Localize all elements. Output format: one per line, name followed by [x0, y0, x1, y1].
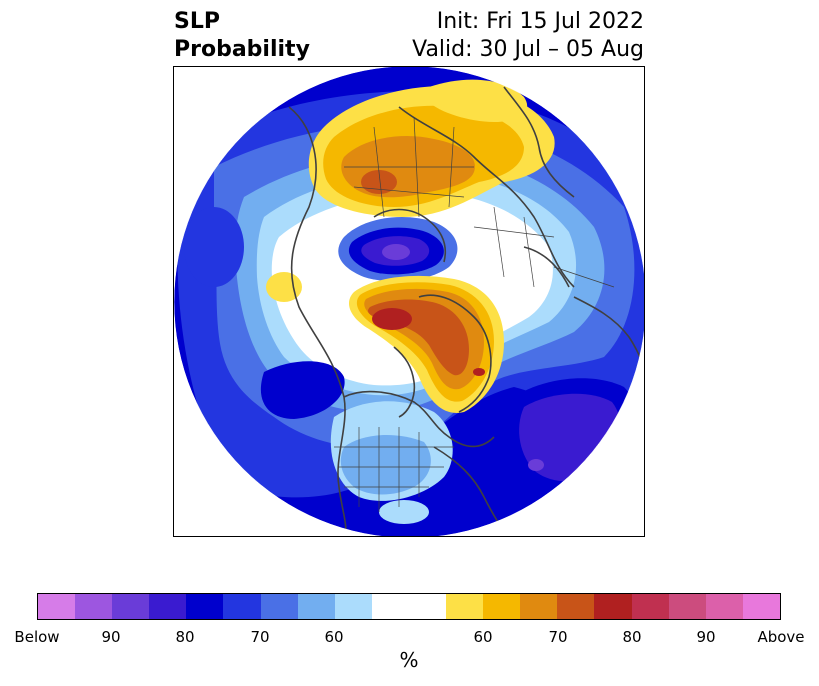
colorbar-segment [112, 594, 150, 619]
colorbar-segment [483, 594, 521, 619]
colorbar-segment [594, 594, 632, 619]
colorbar-segment [408, 594, 447, 619]
colorbar-tick-label: 60 [473, 628, 493, 646]
colorbar-segment [557, 594, 595, 619]
colorbar-segment [334, 594, 372, 619]
colorbar-segment [668, 594, 706, 619]
colorbar-tick-label: 90 [696, 628, 716, 646]
colorbar-segment [631, 594, 669, 619]
date-info: Init: Fri 15 Jul 2022 Valid: 30 Jul – 05… [412, 8, 644, 64]
gulf-pale-patch [379, 500, 429, 524]
west-pacific-deep-blue [184, 207, 244, 287]
colorbar-segment [75, 594, 113, 619]
colorbar-tick-label: Above [757, 628, 805, 646]
colorbar-tick-label: 60 [324, 628, 344, 646]
colorbar-tick-label: Below [14, 628, 60, 646]
atlantic-low-core [528, 459, 544, 471]
pacific-low-deep [260, 361, 345, 419]
colorbar-segment [186, 594, 224, 619]
political-borders [334, 116, 615, 512]
colorbar-segment [520, 594, 558, 619]
colorbar-units-label: % [399, 648, 419, 672]
probability-map [174, 67, 644, 536]
colorbar-segment [705, 594, 743, 619]
title-line-2: Probability [174, 37, 310, 62]
colorbar-segment [742, 594, 780, 619]
arctic-low-core [382, 244, 410, 260]
map-disk [174, 67, 644, 536]
arctic-high-core-1 [372, 308, 412, 330]
colorbar [37, 593, 781, 620]
colorbar-segment [38, 594, 76, 619]
valid-range: Valid: 30 Jul – 05 Aug [412, 37, 644, 62]
colorbar-segment [149, 594, 187, 619]
eurasia-warm-core [361, 170, 397, 194]
colorbar-tick-label: 70 [250, 628, 270, 646]
colorbar-segment [446, 594, 484, 619]
map-panel [173, 66, 645, 537]
colorbar-segment [260, 594, 298, 619]
colorbar-tick-label: 90 [101, 628, 121, 646]
init-date: Init: Fri 15 Jul 2022 [436, 9, 644, 34]
colorbar-segment [223, 594, 261, 619]
colorbar-tick-label: 70 [548, 628, 568, 646]
colorbar-segment [297, 594, 335, 619]
title-line-1: SLP [174, 9, 220, 34]
map-title: SLP Probability [174, 8, 310, 64]
colorbar-segment [371, 594, 409, 619]
colorbar-tick-label: 80 [175, 628, 195, 646]
arctic-high-core-2 [473, 368, 485, 376]
north-america-blue [340, 435, 431, 495]
colorbar-tick-label: 80 [622, 628, 642, 646]
scandinavia-yellow [429, 79, 528, 122]
